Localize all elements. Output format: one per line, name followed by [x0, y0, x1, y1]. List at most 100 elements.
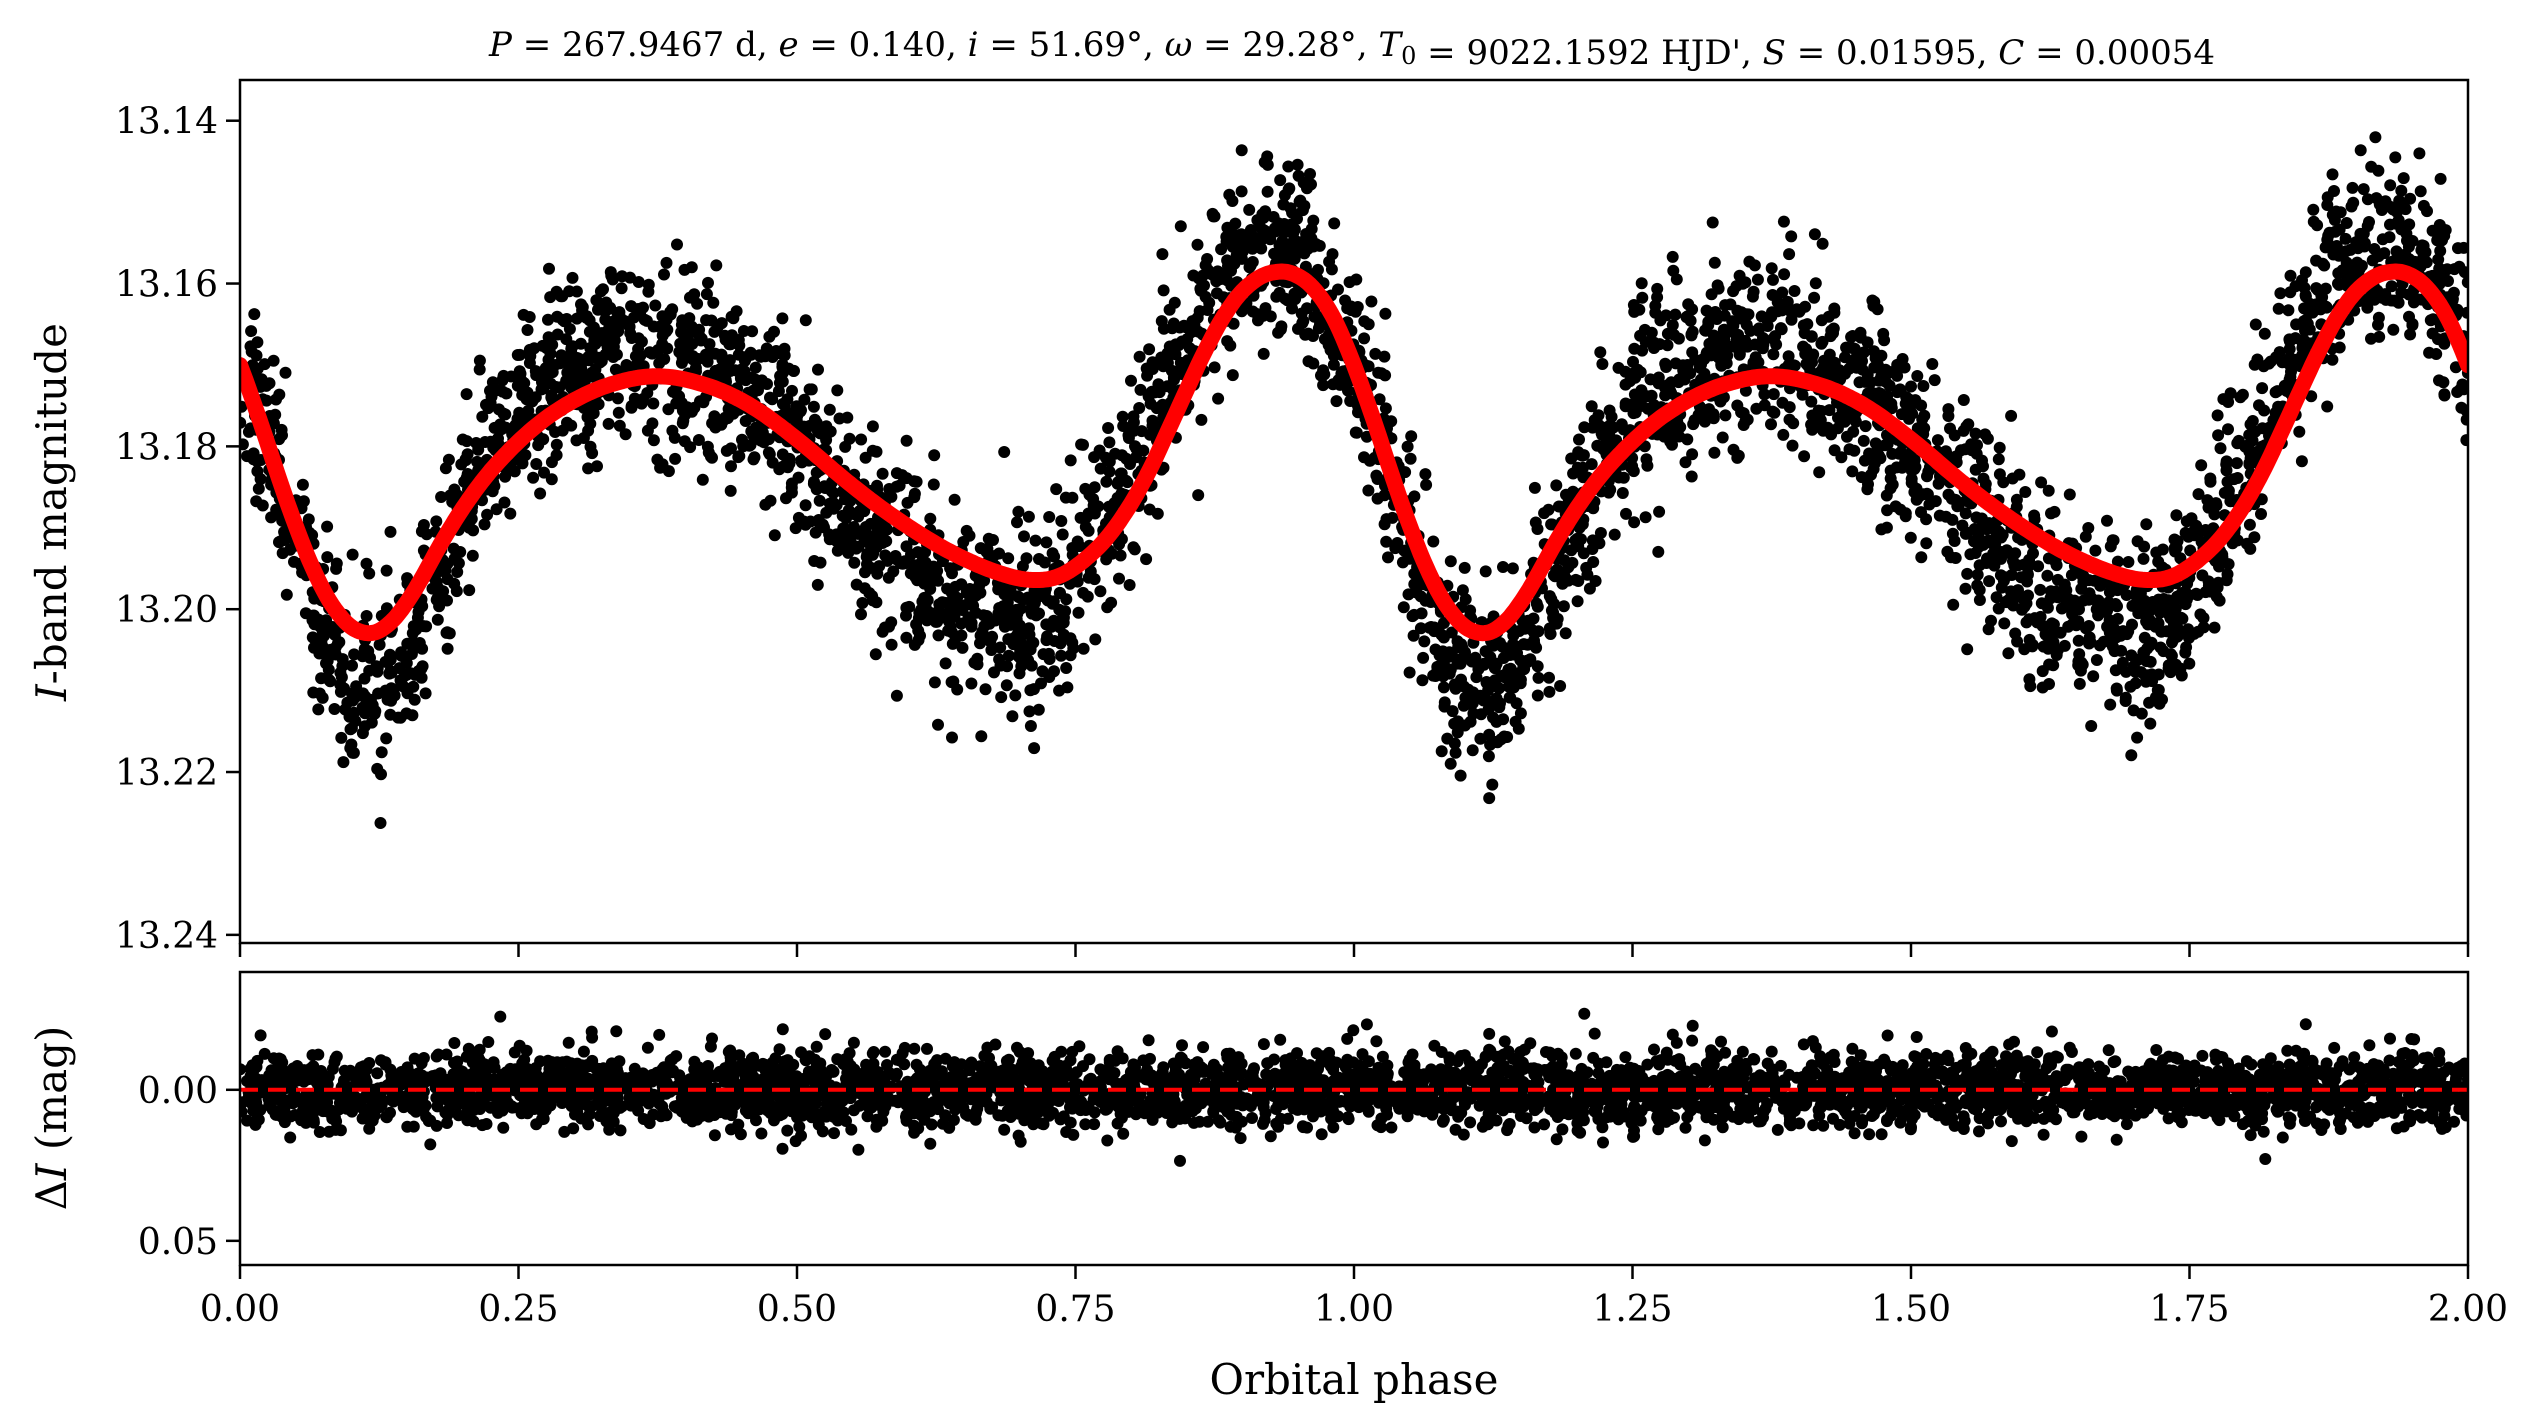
observation-point	[1840, 341, 1853, 354]
observation-point	[584, 440, 597, 453]
observation-point	[2135, 606, 2148, 619]
observation-point	[2375, 204, 2388, 216]
observation-point	[1808, 228, 1821, 241]
observation-point	[1652, 545, 1665, 558]
observation-point	[1828, 306, 1841, 319]
observation-point	[1012, 591, 1025, 604]
observation-point	[957, 536, 970, 548]
observation-point	[701, 355, 714, 368]
observation-point	[778, 349, 791, 362]
observation-point	[1636, 291, 1649, 304]
observation-point	[1808, 291, 1821, 304]
observation-point	[1470, 671, 1483, 684]
observation-point	[2041, 569, 2054, 582]
observation-point	[723, 338, 736, 351]
observation-point	[2212, 576, 2225, 589]
observation-point	[2011, 635, 2024, 648]
observation-point	[2085, 592, 2098, 605]
residual-point	[424, 1138, 437, 1151]
observation-point	[1685, 470, 1698, 483]
observation-point	[1226, 195, 1239, 207]
observation-point	[2194, 608, 2207, 621]
observation-point	[977, 609, 990, 622]
observation-point	[725, 329, 738, 342]
observation-point	[2243, 429, 2256, 441]
observation-point	[511, 379, 524, 392]
observation-point	[744, 439, 757, 451]
observation-point	[1455, 673, 1467, 686]
observation-point	[260, 394, 273, 407]
observation-point	[1836, 404, 1849, 417]
observation-point	[490, 384, 503, 397]
observation-point	[337, 756, 350, 769]
observation-point	[1261, 158, 1274, 171]
observation-point	[1079, 482, 1092, 495]
observation-point	[2087, 670, 2100, 683]
observation-point	[1977, 538, 1990, 551]
observation-point	[629, 350, 642, 363]
observation-point	[2305, 390, 2318, 403]
observation-point	[1556, 577, 1569, 590]
observation-point	[2357, 183, 2370, 196]
observation-point	[365, 716, 378, 729]
observation-point	[2214, 442, 2227, 455]
observation-point	[880, 535, 893, 548]
chart-title: P = 267.9467 d, e = 0.140, i = 51.69°, ω…	[488, 25, 2215, 73]
observation-point	[2005, 597, 2018, 610]
residual-point	[1385, 1121, 1398, 1134]
observation-point	[375, 768, 387, 781]
observation-point	[1628, 371, 1640, 384]
observation-point	[1252, 314, 1264, 327]
observation-point	[1143, 343, 1156, 356]
observation-point	[812, 363, 824, 376]
observation-point	[1174, 220, 1187, 233]
observation-point	[1128, 543, 1141, 556]
observation-point	[1658, 430, 1671, 443]
observation-point	[1817, 362, 1830, 374]
observation-point	[1922, 465, 1935, 478]
observation-point	[320, 614, 333, 627]
observation-point	[2460, 413, 2468, 426]
observation-point	[1857, 434, 1870, 447]
observation-point	[649, 299, 662, 312]
observation-point	[965, 617, 978, 629]
observation-point	[2203, 584, 2216, 597]
observation-point	[908, 559, 920, 572]
observation-point	[2426, 224, 2439, 237]
observation-point	[2072, 659, 2085, 672]
observation-point	[766, 351, 779, 363]
observation-point	[2179, 526, 2192, 539]
observation-point	[2176, 612, 2189, 625]
observation-point	[523, 311, 536, 323]
observation-point	[618, 315, 631, 327]
observation-point	[2082, 620, 2095, 632]
observation-point	[2222, 558, 2235, 571]
observation-point	[1079, 520, 1092, 533]
observation-point	[1441, 732, 1454, 745]
observation-point	[971, 658, 984, 671]
observation-point	[724, 484, 737, 497]
observation-point	[2049, 555, 2062, 568]
observation-point	[1497, 713, 1510, 726]
observation-point	[831, 384, 844, 397]
observation-point	[450, 585, 463, 598]
observation-point	[306, 529, 319, 542]
observation-point	[335, 731, 348, 744]
observation-point	[240, 438, 249, 451]
observation-point	[1307, 214, 1320, 227]
residual-point	[240, 1105, 248, 1118]
observation-point	[1407, 629, 1420, 642]
observation-point	[2127, 704, 2140, 717]
observation-point	[1869, 388, 1882, 401]
observation-point	[932, 629, 945, 642]
observation-point	[733, 339, 746, 352]
observation-point	[1890, 461, 1903, 474]
observation-point	[2170, 509, 2183, 522]
residual-point	[1641, 1058, 1654, 1071]
observation-point	[1880, 521, 1893, 534]
observation-point	[2035, 476, 2048, 489]
observation-point	[1933, 509, 1946, 522]
observation-point	[955, 629, 968, 642]
observation-point	[583, 325, 596, 338]
